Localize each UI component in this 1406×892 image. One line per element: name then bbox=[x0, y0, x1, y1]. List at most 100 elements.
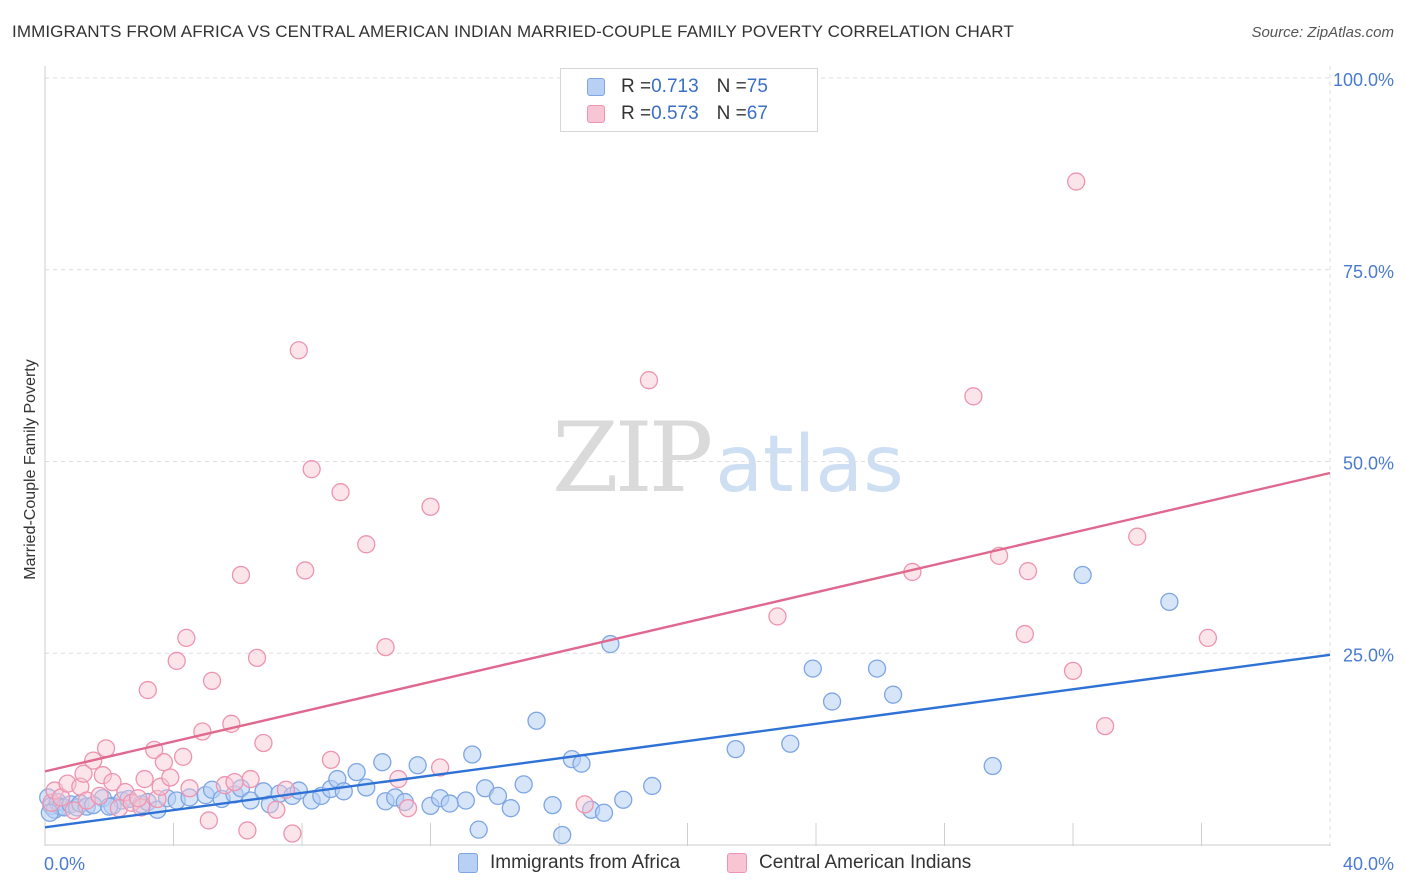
y-axis-label: Married-Couple Family Poverty bbox=[22, 359, 39, 580]
point-central-american bbox=[241, 769, 260, 789]
point-central-american bbox=[247, 648, 267, 668]
legend-r-label: R = bbox=[621, 103, 652, 124]
legend-n-label: N = bbox=[716, 76, 747, 97]
point-central-american bbox=[173, 747, 193, 766]
point-central-american bbox=[421, 497, 440, 516]
point-central-american bbox=[302, 460, 321, 479]
series-legend-central-american: Central American Indians bbox=[727, 852, 971, 874]
point-africa bbox=[1073, 565, 1092, 585]
point-central-american bbox=[231, 565, 251, 585]
legend-n-value: 75 bbox=[746, 76, 768, 97]
point-central-american bbox=[129, 789, 148, 808]
point-central-american bbox=[154, 753, 174, 772]
point-central-american bbox=[225, 772, 244, 792]
point-central-american bbox=[151, 777, 170, 796]
point-africa bbox=[594, 803, 614, 822]
watermark: ZIPatlas bbox=[552, 402, 904, 514]
point-africa bbox=[572, 754, 591, 773]
point-central-american bbox=[238, 821, 257, 840]
point-africa bbox=[822, 692, 842, 711]
point-central-american bbox=[193, 722, 212, 741]
legend-r-label: R = bbox=[621, 76, 652, 97]
point-africa bbox=[614, 790, 633, 809]
point-central-american bbox=[1198, 628, 1218, 648]
series-label-central-american: Central American Indians bbox=[759, 852, 972, 873]
point-central-american bbox=[1067, 172, 1086, 191]
point-africa bbox=[803, 659, 822, 678]
series-legend: Immigrants from Africa Central American … bbox=[0, 852, 1406, 878]
trendline-africa bbox=[44, 653, 1331, 829]
point-central-american bbox=[964, 387, 983, 406]
legend-swatch-blue bbox=[587, 78, 605, 96]
point-central-american bbox=[177, 628, 196, 648]
point-africa bbox=[726, 739, 745, 759]
point-africa bbox=[553, 825, 572, 845]
point-central-american bbox=[1015, 624, 1034, 644]
point-central-american bbox=[321, 750, 341, 770]
watermark-atlas: atlas bbox=[715, 420, 904, 510]
point-central-american bbox=[1063, 661, 1083, 681]
point-africa bbox=[867, 659, 887, 678]
legend-r-value: 0.573 bbox=[651, 103, 699, 124]
series-swatch-pink bbox=[727, 853, 747, 873]
point-central-american bbox=[1018, 562, 1038, 581]
point-central-american bbox=[135, 769, 154, 789]
point-africa bbox=[527, 711, 546, 730]
legend-row-central-american: R = 0.573 N = 67 bbox=[587, 102, 768, 126]
point-central-american bbox=[96, 739, 116, 758]
point-africa bbox=[781, 734, 800, 753]
point-central-american bbox=[138, 680, 157, 700]
point-central-american bbox=[199, 811, 218, 830]
point-central-american bbox=[1128, 527, 1147, 546]
point-central-american bbox=[202, 671, 222, 691]
point-africa bbox=[456, 791, 475, 810]
point-central-american bbox=[180, 779, 199, 798]
point-central-american bbox=[167, 651, 186, 671]
point-central-american bbox=[575, 795, 594, 814]
point-africa bbox=[488, 786, 508, 806]
point-central-american bbox=[331, 483, 350, 502]
source-credit: Source: ZipAtlas.com bbox=[1251, 24, 1394, 41]
y-tick-label: 25.0% bbox=[1343, 645, 1394, 665]
point-africa bbox=[357, 778, 376, 797]
y-tick-label: 100.0% bbox=[1333, 70, 1394, 90]
point-africa bbox=[408, 756, 427, 775]
x-tick-label: 0.0% bbox=[44, 854, 85, 874]
point-central-american bbox=[93, 766, 112, 785]
y-tick-label: 50.0% bbox=[1343, 454, 1394, 474]
point-africa bbox=[514, 775, 533, 794]
point-africa bbox=[463, 745, 482, 764]
point-central-american bbox=[296, 561, 315, 580]
trendline-central-american bbox=[44, 471, 1331, 773]
point-central-american bbox=[283, 824, 302, 843]
correlation-legend: R = 0.713 N = 75 R = 0.573 N = 67 bbox=[560, 68, 818, 132]
point-central-american bbox=[254, 733, 273, 753]
series-swatch-blue bbox=[458, 853, 478, 873]
point-africa bbox=[643, 776, 662, 796]
chart-title: IMMIGRANTS FROM AFRICA VS CENTRAL AMERIC… bbox=[12, 22, 1014, 41]
point-central-american bbox=[357, 535, 376, 554]
legend-row-africa: R = 0.713 N = 75 bbox=[587, 75, 768, 99]
legend-swatch-pink bbox=[587, 105, 605, 123]
x-tick-label: 40.0% bbox=[1343, 854, 1394, 874]
watermark-zip: ZIP bbox=[552, 402, 713, 514]
point-africa bbox=[1160, 592, 1179, 612]
point-africa bbox=[373, 753, 392, 772]
point-africa bbox=[543, 795, 562, 815]
point-africa bbox=[347, 762, 366, 782]
point-central-american bbox=[161, 768, 180, 787]
point-africa bbox=[883, 685, 903, 704]
point-central-american bbox=[376, 637, 395, 657]
point-central-american bbox=[398, 799, 418, 818]
point-central-american bbox=[64, 801, 84, 820]
point-central-american bbox=[267, 800, 286, 819]
series-legend-africa: Immigrants from Africa bbox=[458, 852, 680, 874]
point-africa bbox=[440, 794, 459, 813]
point-central-american bbox=[1095, 716, 1115, 736]
point-central-american bbox=[768, 607, 787, 626]
series-label-africa: Immigrants from Africa bbox=[490, 852, 681, 873]
point-central-american bbox=[90, 786, 109, 806]
legend-r-value: 0.713 bbox=[651, 76, 699, 97]
point-central-american bbox=[103, 772, 122, 792]
